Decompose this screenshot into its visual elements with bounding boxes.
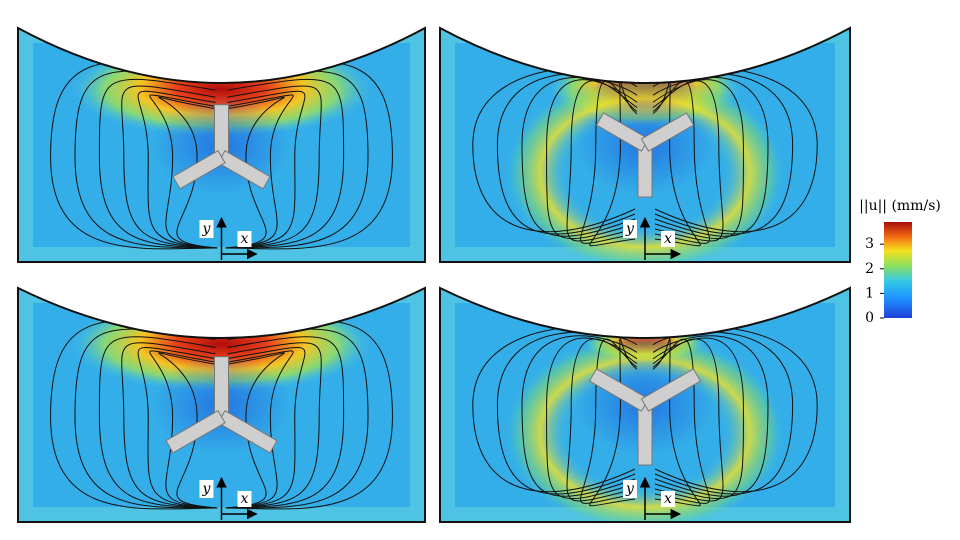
label-bg — [661, 491, 675, 507]
label-bg — [661, 231, 675, 247]
streamline — [580, 80, 638, 244]
y-label: y — [625, 221, 635, 237]
label-bg — [623, 480, 637, 498]
streamline — [158, 96, 218, 249]
colorbar-label: ||u|| (mm/s) — [859, 198, 941, 214]
streamline — [98, 78, 218, 249]
streamline — [652, 338, 724, 502]
streamline — [225, 96, 285, 249]
label-bg — [623, 220, 637, 238]
x-label: x — [241, 231, 249, 247]
y-label: y — [202, 481, 212, 497]
obstacle-arm — [640, 368, 702, 412]
panel: yx — [439, 286, 851, 523]
obstacle-arm — [214, 104, 229, 158]
streamline — [652, 338, 701, 507]
streamline — [225, 94, 294, 249]
streamline — [225, 85, 322, 249]
streamline — [546, 79, 638, 240]
streamline — [652, 338, 710, 504]
obstacle — [595, 112, 695, 198]
streamline — [580, 338, 638, 504]
streamline — [566, 338, 638, 502]
label-bg — [237, 231, 252, 247]
obstacle — [172, 104, 271, 190]
streamline — [652, 80, 701, 247]
streamline — [652, 79, 744, 240]
streamline — [149, 94, 218, 249]
x-label: x — [664, 491, 672, 507]
streamline — [225, 90, 306, 249]
panel-border — [17, 26, 426, 263]
colorbar-tick-label: 1 — [865, 285, 874, 301]
colorbar-tick-label: 2 — [865, 261, 874, 277]
streamline — [121, 342, 218, 509]
streamline — [121, 85, 218, 249]
streamline — [98, 336, 218, 509]
streamline — [652, 335, 769, 497]
streamline — [225, 347, 306, 509]
obstacle-arm — [637, 404, 653, 466]
streamline — [566, 80, 638, 242]
obstacle-arm — [172, 149, 226, 190]
y-label: y — [625, 481, 635, 497]
streamline — [546, 337, 638, 500]
streamline — [225, 336, 345, 509]
obstacle-arm — [214, 356, 229, 418]
streamline — [652, 80, 710, 244]
streamline — [137, 347, 218, 509]
streamline — [225, 342, 322, 509]
streamline — [652, 80, 724, 242]
label-bg — [199, 480, 214, 498]
streamline — [137, 90, 218, 249]
label-bg — [237, 491, 252, 507]
colorbar-tick-label: 0 — [865, 310, 874, 326]
streamline — [149, 350, 218, 509]
panel-border — [439, 286, 851, 523]
streamline — [589, 80, 638, 247]
panel: yx — [17, 286, 426, 523]
x-label: x — [241, 491, 249, 507]
panel: yx — [439, 26, 851, 263]
streamline — [225, 78, 345, 249]
label-bg — [199, 220, 214, 238]
streamline — [225, 352, 285, 509]
obstacle — [588, 368, 702, 466]
x-label: x — [664, 231, 672, 247]
colorbar — [884, 222, 912, 318]
obstacle-arm — [637, 144, 653, 198]
streamline — [589, 338, 638, 507]
streamline — [521, 335, 638, 497]
obstacle-arm — [165, 409, 226, 454]
streamline — [225, 350, 294, 509]
panel: yx — [17, 26, 426, 263]
y-label: y — [202, 221, 212, 237]
streamline — [652, 337, 744, 500]
obstacle-arm — [640, 112, 695, 152]
panel-border — [439, 26, 851, 263]
obstacle — [165, 356, 278, 454]
colorbar-tick-label: 3 — [865, 236, 874, 252]
streamline — [158, 352, 218, 509]
panel-border — [17, 286, 426, 523]
